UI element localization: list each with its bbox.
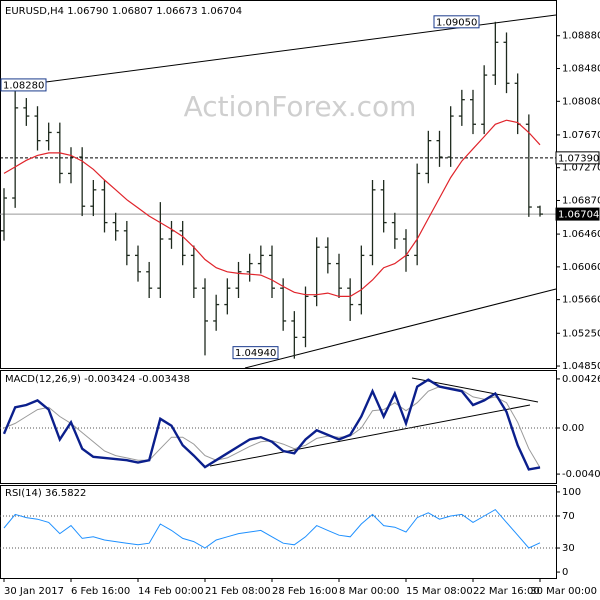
y-tick-label: 1.08880 (562, 31, 600, 42)
y-tick-label: 0 (562, 567, 568, 578)
rsi-header: RSI(14) 36.5822 (5, 488, 86, 499)
y-tick-label: 1.06870 (562, 195, 600, 206)
level-label: 1.07390 (558, 153, 599, 164)
level-box (555, 151, 600, 165)
y-tick-label: 0.004266 (562, 374, 600, 385)
x-tick-label: 30 Jan 2017 (4, 586, 64, 597)
peak-label: 1.04940 (235, 348, 276, 359)
indicator-line (3, 508, 541, 549)
y-tick-label: 1.06060 (562, 262, 600, 273)
x-tick-label: 30 Mar 00:00 (530, 586, 597, 597)
x-tick-label: 14 Feb 00:00 (138, 586, 204, 597)
trend-line (244, 288, 557, 369)
rsi-panel (0, 485, 557, 579)
macd-header: MACD(12,26,9) -0.003424 -0.003438 (5, 374, 190, 385)
macd-panel (0, 370, 557, 484)
x-tick-label: 21 Feb 08:00 (205, 586, 271, 597)
y-tick-label: 70 (562, 511, 575, 522)
y-tick-label: 1.05660 (562, 295, 600, 306)
y-tick-label: 100 (562, 487, 581, 498)
x-tick-label: 22 Mar 16:00 (473, 586, 540, 597)
peak-box (232, 346, 279, 360)
price-header: EURUSD,H4 1.06790 1.06807 1.06673 1.0670… (5, 6, 242, 17)
x-tick-label: 28 Feb 16:00 (272, 586, 338, 597)
indicator-line (2, 378, 541, 471)
y-tick-label: 1.07270 (562, 163, 600, 174)
x-tick-label: 6 Feb 16:00 (71, 586, 130, 597)
y-tick-label: 30 (562, 543, 575, 554)
y-tick-label: 1.08480 (562, 64, 600, 75)
moving-average (3, 119, 541, 297)
y-tick-label: 0.00 (562, 423, 584, 434)
y-tick-label: 1.04850 (562, 361, 600, 372)
level-box (555, 207, 600, 221)
y-tick-label: 1.06460 (562, 229, 600, 240)
x-tick-label: 15 Mar 08:00 (406, 586, 473, 597)
y-tick-label: -0.004005 (562, 469, 600, 480)
peak-box (0, 78, 47, 92)
peak-label: 1.08280 (3, 80, 44, 91)
trend-line (209, 404, 531, 467)
peak-box (433, 15, 480, 29)
watermark: ActionForex.com (184, 90, 417, 123)
y-tick-label: 1.07670 (562, 130, 600, 141)
price-panel (0, 0, 557, 369)
y-tick-label: 1.05250 (562, 328, 600, 339)
peak-label: 1.09050 (436, 17, 477, 28)
x-tick-label: 8 Mar 00:00 (339, 586, 399, 597)
level-label: 1.06704 (558, 210, 599, 221)
y-tick-label: 1.08080 (562, 96, 600, 107)
